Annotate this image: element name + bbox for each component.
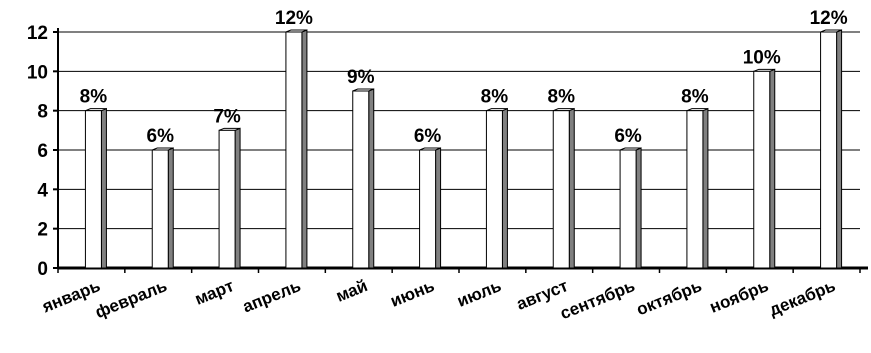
y-tick-label: 0 xyxy=(37,259,48,280)
bar-side xyxy=(301,29,308,269)
axes xyxy=(53,28,868,273)
bar xyxy=(753,68,776,269)
data-label: 8% xyxy=(548,87,576,108)
gridlines xyxy=(58,31,860,230)
data-label: 8% xyxy=(681,87,709,108)
bar-side xyxy=(836,29,843,269)
bar-front xyxy=(151,149,169,269)
bar-side xyxy=(501,107,508,269)
bar xyxy=(686,107,709,269)
category-label: июнь xyxy=(388,276,437,311)
bar-front xyxy=(619,149,637,269)
data-label: 10% xyxy=(743,47,781,68)
bar-front xyxy=(820,31,838,269)
bar xyxy=(820,29,843,269)
bar-side xyxy=(702,107,709,269)
bar-front xyxy=(686,110,704,269)
bar xyxy=(619,147,642,269)
y-tick-label: 12 xyxy=(27,23,48,44)
category-label: сентябрь xyxy=(557,276,637,323)
bar-front xyxy=(753,70,771,269)
category-label: январь xyxy=(39,276,103,317)
data-label: 9% xyxy=(347,67,375,88)
category-label: апрель xyxy=(240,276,304,316)
category-label: февраль xyxy=(92,276,169,322)
bar-side xyxy=(635,147,642,269)
bar-side xyxy=(435,147,442,269)
data-label: 12% xyxy=(275,8,313,29)
data-label: 8% xyxy=(80,87,108,108)
bar xyxy=(552,107,575,269)
bar xyxy=(285,29,308,269)
category-label: ноябрь xyxy=(707,276,771,317)
bar-front xyxy=(485,110,503,269)
bar-front xyxy=(352,90,370,269)
bars xyxy=(84,29,843,269)
bar xyxy=(84,107,107,269)
category-label: март xyxy=(192,276,236,309)
data-label: 6% xyxy=(614,126,642,147)
bar-front xyxy=(552,110,570,269)
bar-side xyxy=(769,68,776,269)
bar xyxy=(218,127,241,269)
data-label: 6% xyxy=(147,126,175,147)
bar-side xyxy=(368,88,375,269)
category-label: июль xyxy=(454,276,504,311)
data-label: 6% xyxy=(414,126,442,147)
y-tick-label: 6 xyxy=(37,141,48,162)
data-label: 7% xyxy=(213,106,241,127)
category-label: декабрь xyxy=(766,276,838,320)
bar-front xyxy=(285,31,303,269)
category-label: май xyxy=(333,276,370,306)
bar-front xyxy=(419,149,437,269)
y-tick-label: 2 xyxy=(37,220,48,241)
y-tick-label: 4 xyxy=(37,180,48,201)
y-tick-label: 8 xyxy=(37,102,48,123)
bar-front xyxy=(84,110,102,269)
bar xyxy=(485,107,508,269)
bar xyxy=(151,147,174,269)
bar-front xyxy=(218,129,236,269)
bar-side xyxy=(234,127,241,269)
category-label: октябрь xyxy=(634,276,705,319)
bar-side xyxy=(167,147,174,269)
bar-side xyxy=(100,107,107,269)
bar xyxy=(419,147,442,269)
bar-side xyxy=(568,107,575,269)
data-label: 12% xyxy=(810,8,848,29)
data-label: 8% xyxy=(481,87,509,108)
bar xyxy=(352,88,375,269)
y-tick-label: 10 xyxy=(27,62,48,83)
